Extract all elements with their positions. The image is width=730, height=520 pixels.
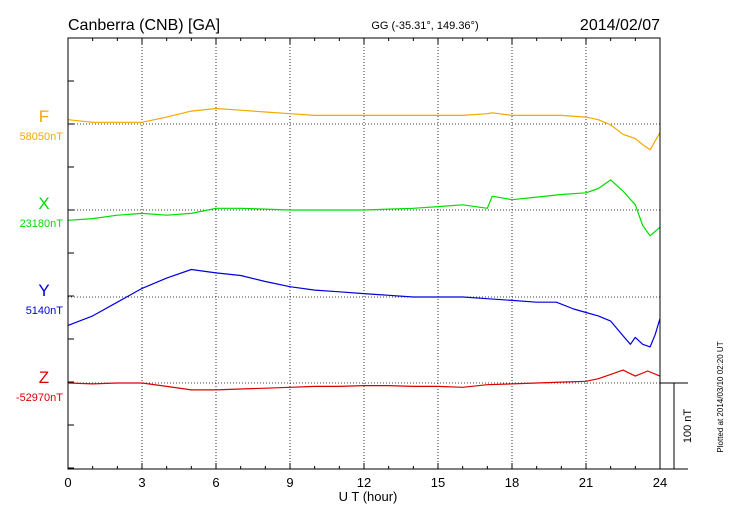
series-name-y: Y <box>38 281 49 300</box>
series-baseline-x: 23180nT <box>20 218 64 230</box>
x-tick-label: 18 <box>505 475 519 490</box>
x-tick-label: 24 <box>653 475 667 490</box>
series-line-y <box>67 268 661 348</box>
x-axis-label: U T (hour) <box>339 489 398 504</box>
series-line-x <box>67 179 661 237</box>
x-tick-label: 15 <box>431 475 445 490</box>
scale-bar: 100 nT <box>660 382 694 470</box>
x-tick-label: 12 <box>357 475 371 490</box>
x-tick-label: 21 <box>579 475 593 490</box>
series-baseline-y: 5140nT <box>26 305 64 317</box>
plotted-timestamp: Plotted at 2014/03/10 02:20 UT <box>716 341 725 452</box>
series-name-x: X <box>38 194 49 213</box>
series-labels: F 58050nT X 23180nT Y 5140nT Z -52970nT <box>16 107 63 404</box>
date-label: 2014/02/07 <box>580 17 660 34</box>
series-line-f <box>67 107 661 151</box>
series-name-z: Z <box>39 368 49 387</box>
x-tick-label: 9 <box>286 475 293 490</box>
x-tick-label: 3 <box>138 475 145 490</box>
series-line-z <box>67 369 661 391</box>
y-axis-ticks <box>68 80 74 469</box>
series-baseline-f: 58050nT <box>20 131 64 143</box>
grid <box>68 38 660 469</box>
coordinates-label: GG (-35.31°, 149.36°) <box>371 20 478 32</box>
x-tick-label: 6 <box>212 475 219 490</box>
series-layer <box>67 107 661 391</box>
series-baseline-z: -52970nT <box>16 392 63 404</box>
series-name-f: F <box>39 107 49 126</box>
x-tick-label: 0 <box>64 475 71 490</box>
scale-bar-label: 100 nT <box>682 409 694 444</box>
station-title: Canberra (CNB) [GA] <box>68 17 220 34</box>
x-axis-ticks: 0 3 6 9 12 15 18 21 24 <box>64 38 667 490</box>
